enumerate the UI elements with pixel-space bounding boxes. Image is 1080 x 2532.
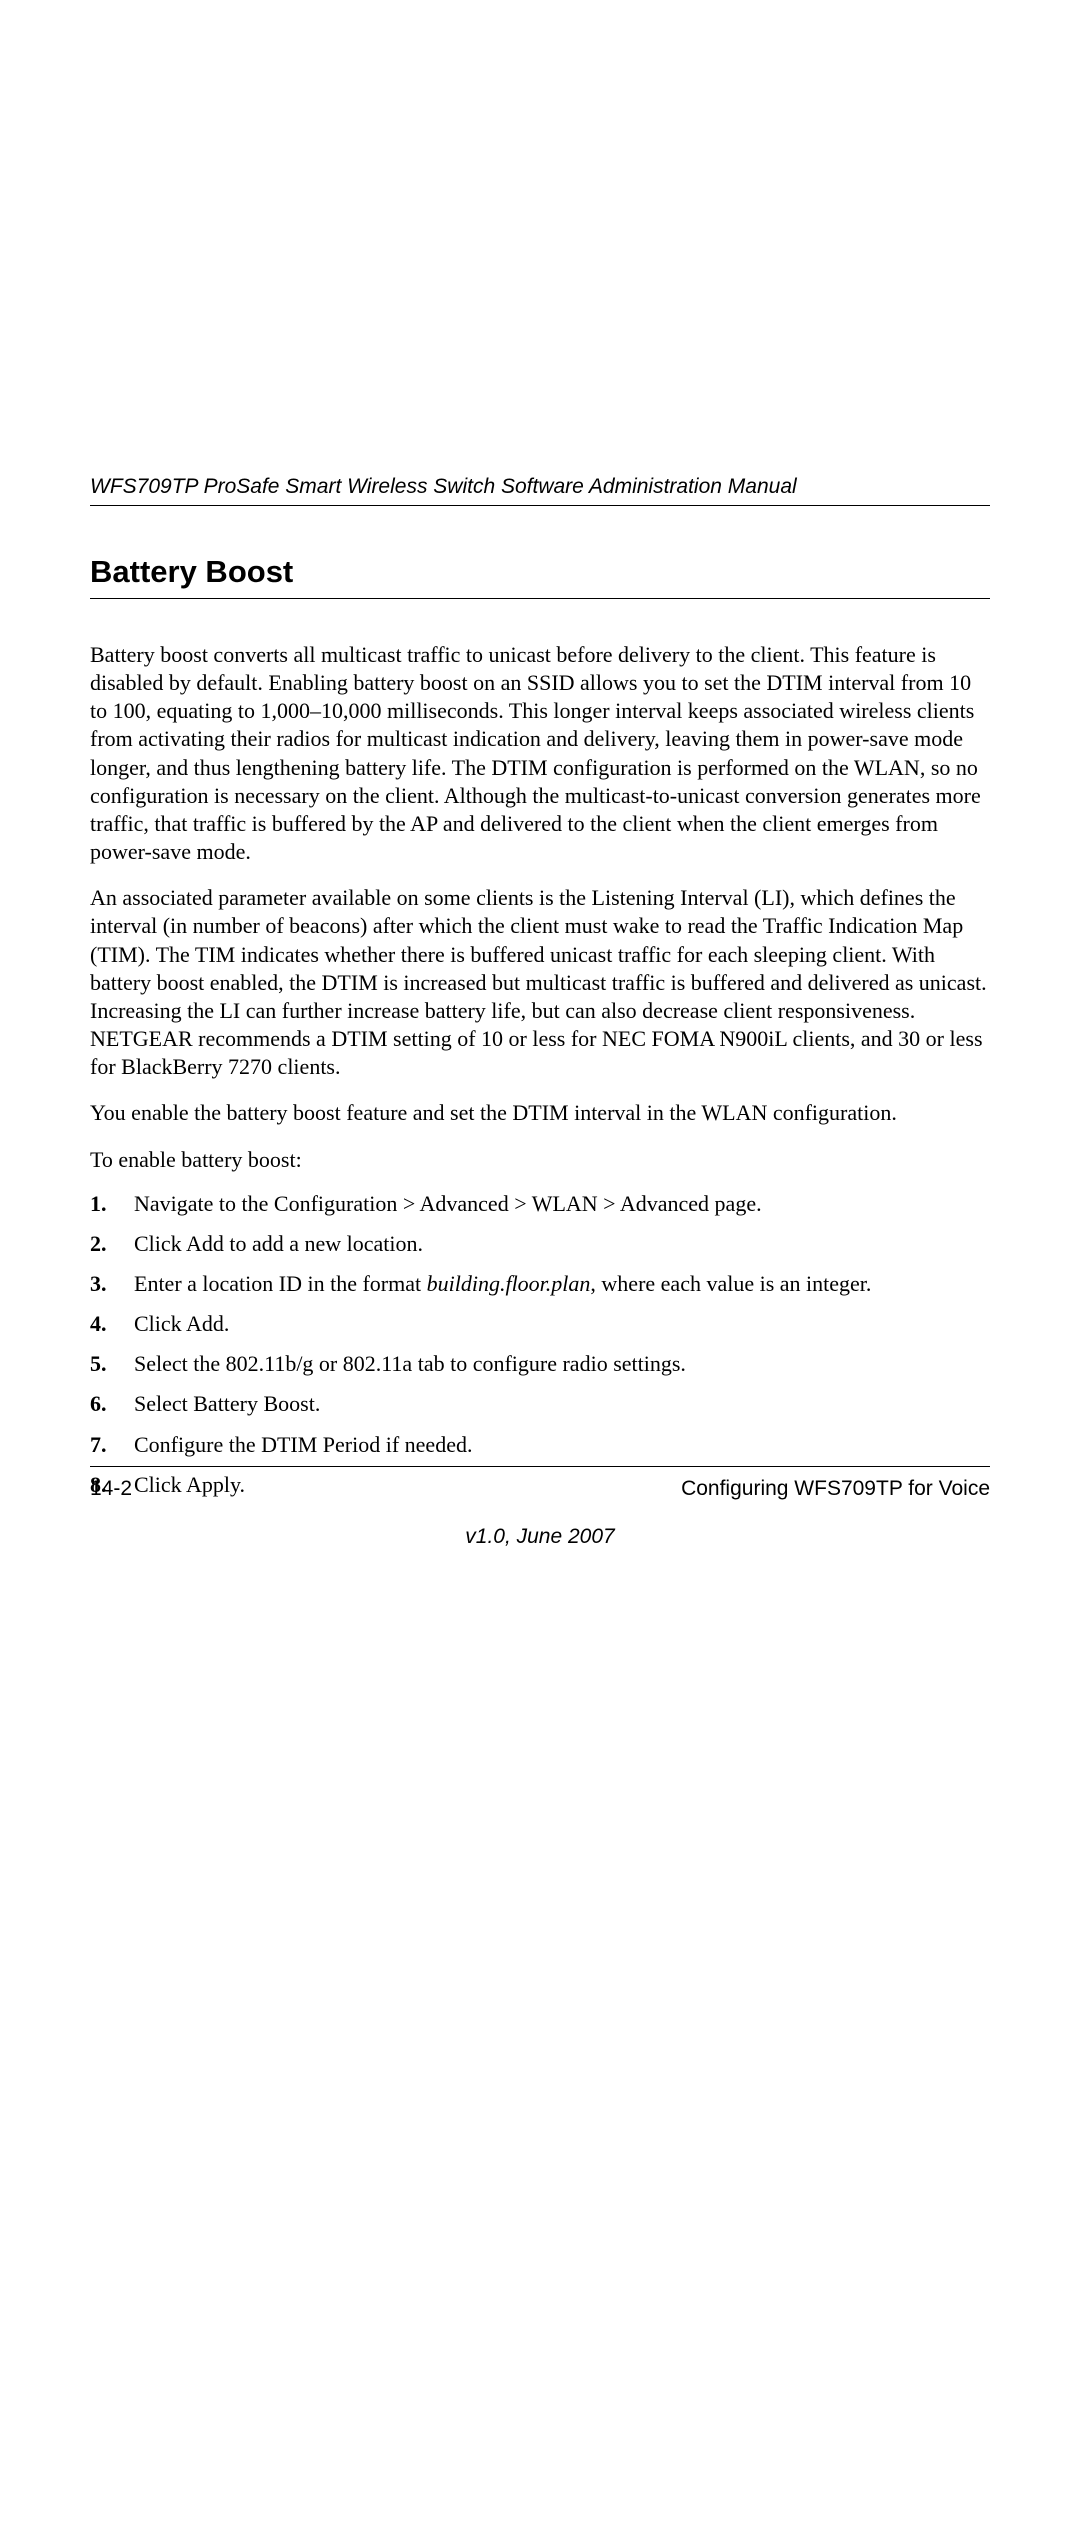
section-title: Battery Boost xyxy=(90,554,990,599)
step-item: Click Add to add a new location. xyxy=(90,1230,990,1258)
step-item: Click Add. xyxy=(90,1310,990,1338)
manual-header-title: WFS709TP ProSafe Smart Wireless Switch S… xyxy=(90,475,990,506)
step-item: Enter a location ID in the format buildi… xyxy=(90,1270,990,1298)
footer-version: v1.0, June 2007 xyxy=(90,1525,990,1549)
page-number: 14-2 xyxy=(90,1477,132,1501)
step-item: Navigate to the Configuration > Advanced… xyxy=(90,1190,990,1218)
chapter-title: Configuring WFS709TP for Voice xyxy=(681,1477,990,1501)
step-text: Enter a location ID in the format xyxy=(134,1271,427,1296)
steps-list: Navigate to the Configuration > Advanced… xyxy=(90,1190,990,1499)
body-paragraph: Battery boost converts all multicast tra… xyxy=(90,641,990,866)
step-item: Configure the DTIM Period if needed. xyxy=(90,1431,990,1459)
steps-intro: To enable battery boost: xyxy=(90,1146,990,1174)
body-paragraph: You enable the battery boost feature and… xyxy=(90,1099,990,1127)
step-item: Select the 802.11b/g or 802.11a tab to c… xyxy=(90,1350,990,1378)
step-text: , where each value is an integer. xyxy=(590,1271,871,1296)
body-paragraph: An associated parameter available on som… xyxy=(90,884,990,1081)
footer-bar: 14-2 Configuring WFS709TP for Voice xyxy=(90,1466,990,1501)
step-italic: building.floor.plan xyxy=(427,1271,591,1296)
step-item: Select Battery Boost. xyxy=(90,1390,990,1418)
